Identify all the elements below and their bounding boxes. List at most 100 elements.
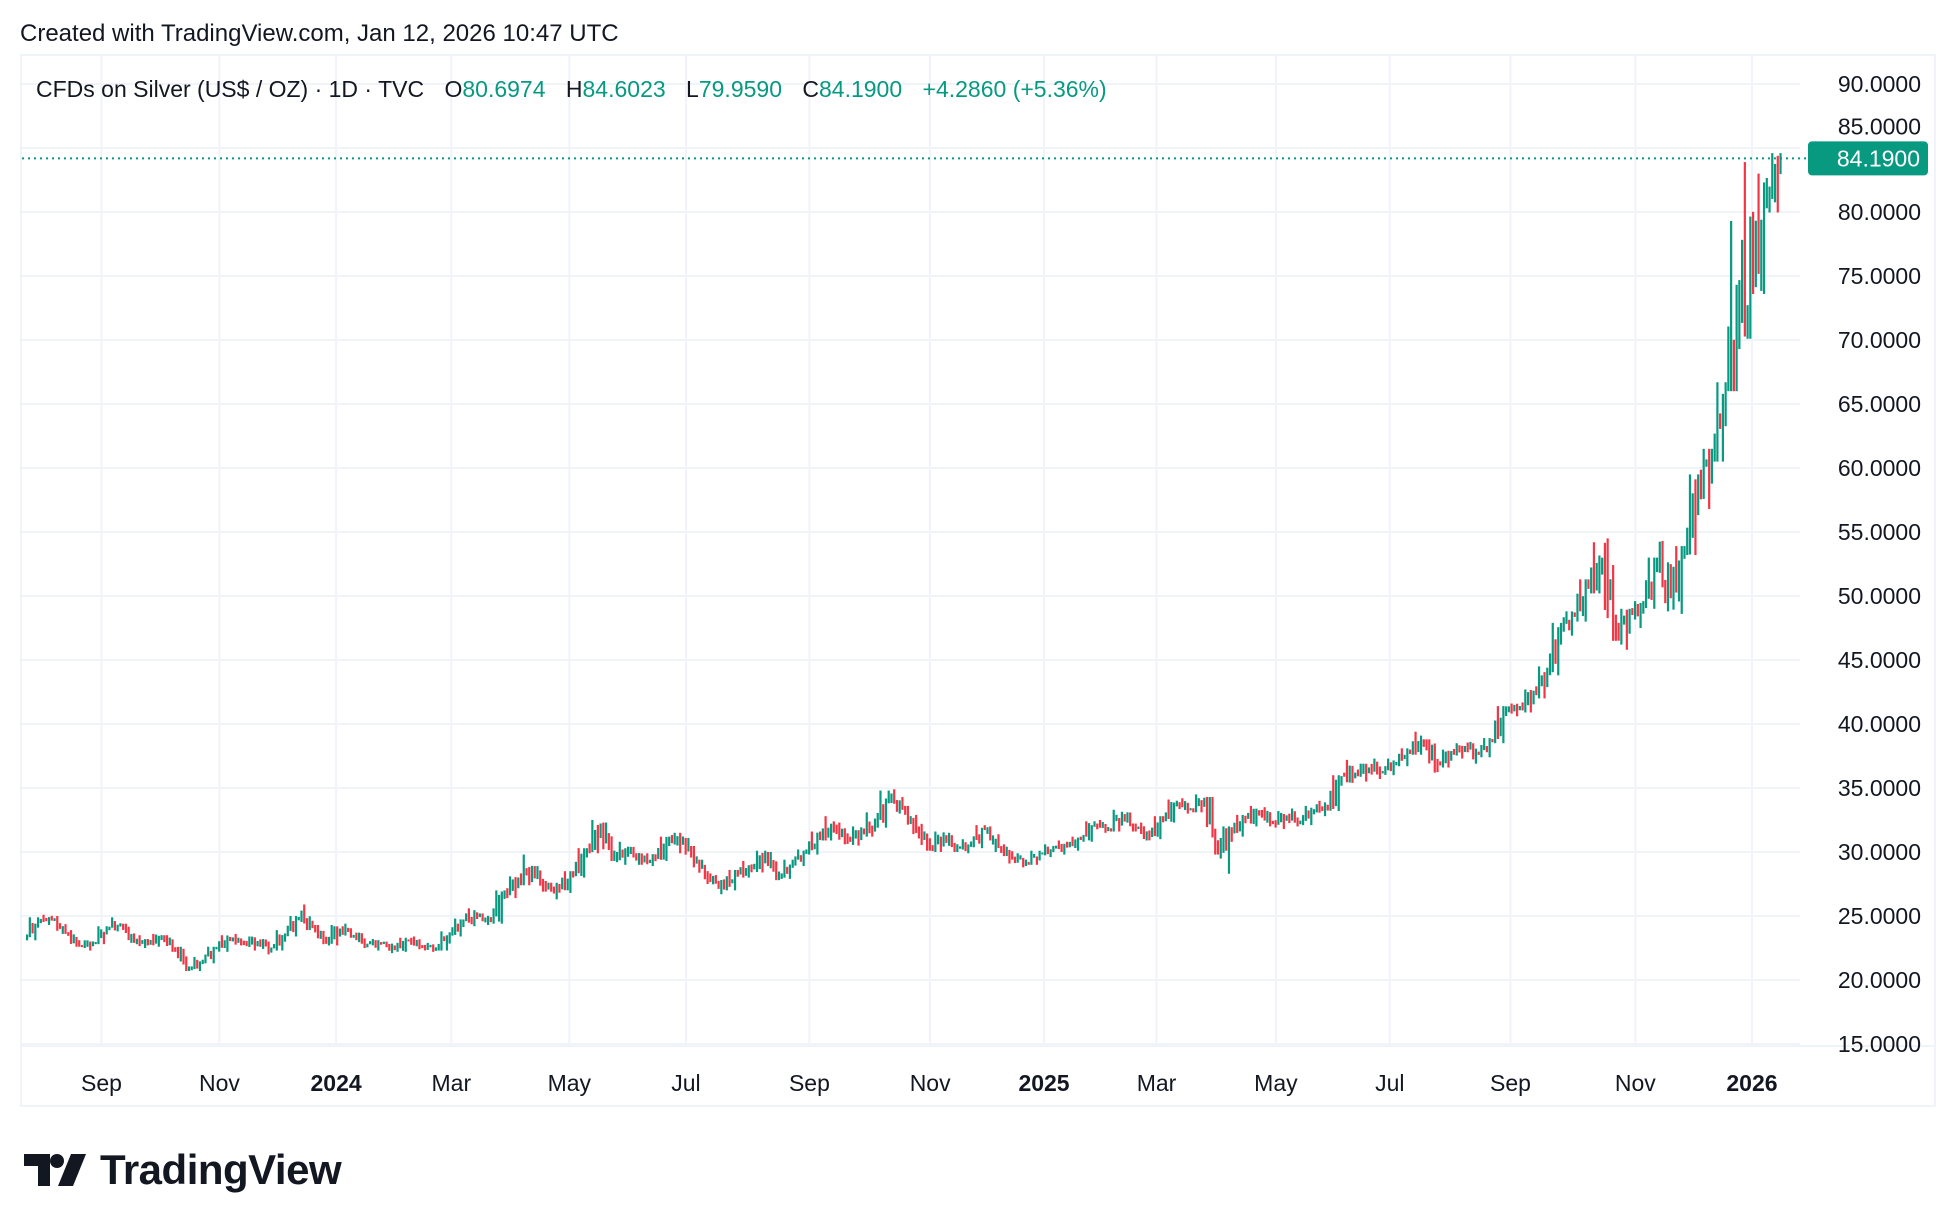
bar-up: [755, 850, 759, 873]
high-value: 84.6023: [582, 76, 666, 102]
y-tick-label: 50.0000: [1838, 583, 1921, 609]
bar-up: [1049, 849, 1052, 858]
bar-up: [1381, 771, 1384, 774]
bar-up: [777, 871, 781, 881]
bar-down: [1071, 836, 1074, 847]
bar-up: [308, 916, 311, 931]
bar-up: [972, 836, 975, 848]
bar-down: [1002, 844, 1006, 857]
bar-up: [1301, 815, 1305, 826]
bar-down: [728, 869, 731, 887]
bar-down: [964, 842, 967, 852]
bar-down: [127, 926, 130, 941]
bar-up: [459, 919, 462, 937]
bar-up: [352, 934, 355, 938]
bar-up: [753, 863, 756, 870]
close-label: C: [802, 76, 819, 102]
bar-up: [503, 890, 506, 899]
bar-up: [212, 946, 215, 964]
bar-down: [1345, 759, 1349, 783]
bar-down: [1436, 758, 1439, 773]
bar-down: [945, 835, 948, 843]
bar-up: [1145, 831, 1148, 841]
bar-down: [541, 878, 545, 892]
bar-up: [758, 855, 761, 870]
bar-down: [1293, 811, 1296, 823]
bar-up: [1170, 802, 1173, 822]
bar-up: [190, 966, 193, 971]
bar-down: [843, 828, 846, 845]
bar-down: [316, 924, 320, 939]
bar-up: [547, 882, 550, 890]
bar-up: [1384, 766, 1387, 775]
close-value: 84.1900: [819, 76, 903, 102]
bar-up: [105, 926, 108, 935]
bar-up: [39, 918, 42, 924]
bar-down: [1356, 769, 1360, 777]
bar-up: [884, 798, 888, 828]
bar-down: [229, 936, 232, 942]
bar-up: [1304, 805, 1307, 821]
bar-down: [78, 940, 81, 947]
bar-up: [1430, 744, 1434, 761]
bar-up: [956, 844, 959, 852]
bar-up: [876, 812, 879, 828]
bar-down: [544, 880, 547, 892]
bar-up: [1474, 748, 1478, 764]
bar-up: [1633, 601, 1637, 620]
bar-up: [1359, 763, 1362, 777]
bar-up: [561, 877, 564, 890]
bar-up: [1683, 546, 1686, 559]
bar-up: [1653, 557, 1656, 609]
bar-down: [1269, 812, 1272, 827]
bar-down: [1186, 802, 1189, 814]
bar-down: [1085, 821, 1088, 837]
bar-up: [1334, 779, 1338, 807]
bar-down: [1751, 211, 1755, 295]
bar-up: [1730, 220, 1733, 392]
bar-up: [1068, 841, 1071, 848]
x-tick-label: 2024: [310, 1070, 361, 1096]
bar-down: [709, 873, 712, 883]
bar-up: [1469, 741, 1472, 750]
bar-up: [1735, 284, 1738, 392]
bar-up: [1277, 811, 1280, 825]
bar-down: [1414, 731, 1417, 755]
bar-down: [1236, 814, 1239, 833]
bar-up: [1194, 794, 1198, 813]
bar-down: [393, 945, 396, 951]
bar-down: [1321, 806, 1324, 811]
bar-down: [983, 825, 986, 831]
bar-down: [915, 814, 918, 833]
bar-up: [1716, 382, 1719, 462]
bar-up: [887, 790, 890, 804]
bar-up: [1183, 801, 1187, 811]
bar-up: [1576, 593, 1579, 622]
bar-up: [179, 946, 182, 962]
bar-down: [1065, 841, 1069, 848]
bar-down: [1131, 823, 1135, 832]
bar-up: [1565, 611, 1568, 624]
tradingview-logo[interactable]: TradingView: [24, 1146, 342, 1194]
bar-down: [766, 852, 770, 866]
bar-up: [1773, 163, 1777, 203]
bar-up: [643, 855, 646, 863]
bar-down: [1011, 851, 1014, 860]
bar-up: [154, 934, 158, 944]
bar-up: [130, 933, 133, 943]
bar-up: [1507, 706, 1510, 713]
bar-down: [1376, 761, 1379, 775]
bar-up: [207, 946, 210, 957]
x-tick-label: 2026: [1726, 1070, 1777, 1096]
bar-down: [824, 816, 827, 841]
bar-up: [484, 917, 487, 923]
bar-down: [146, 939, 149, 946]
bar-down: [253, 937, 256, 951]
bar-down: [1452, 749, 1456, 755]
bar-up: [764, 850, 767, 864]
bar-up: [1444, 751, 1447, 764]
bar-up: [1337, 775, 1340, 812]
bar-down: [476, 912, 479, 919]
bar-up: [1721, 393, 1724, 462]
